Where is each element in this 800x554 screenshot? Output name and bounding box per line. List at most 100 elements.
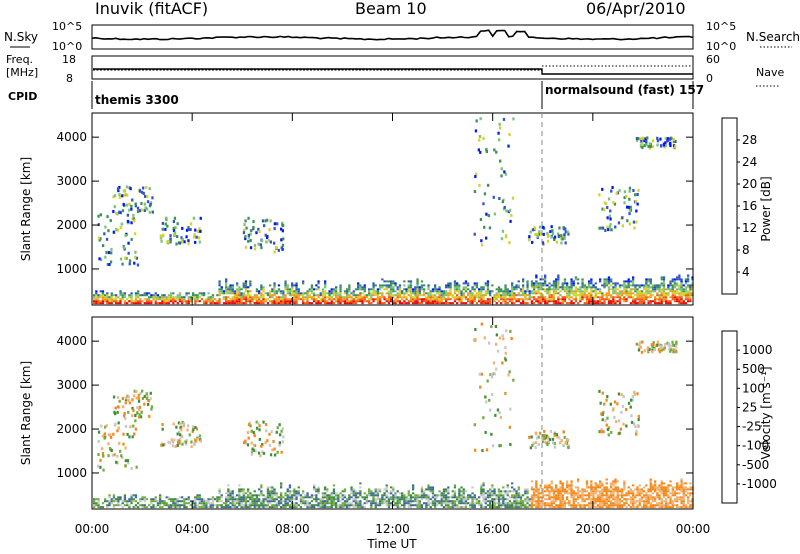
echo-cell — [118, 193, 121, 197]
range-cell — [227, 286, 230, 289]
range-cell — [412, 290, 415, 293]
range-cell — [456, 282, 459, 285]
range-cell — [519, 290, 523, 293]
range-cell — [231, 502, 234, 505]
range-cell — [504, 286, 507, 289]
echo-cell — [482, 416, 485, 420]
range-cell — [198, 500, 201, 503]
range-cell — [456, 504, 459, 507]
range-cell — [438, 298, 441, 301]
range-cell — [172, 292, 175, 295]
range-cell — [524, 302, 527, 305]
range-cell — [458, 286, 461, 289]
range-cell — [555, 494, 558, 497]
echo-cell — [485, 400, 488, 404]
range-cell — [108, 298, 111, 301]
range-cell — [522, 504, 525, 507]
range-cell — [176, 294, 179, 297]
range-cell — [563, 300, 567, 303]
range-cell — [636, 294, 639, 297]
range-cell — [361, 504, 364, 507]
echo-cell — [124, 417, 127, 420]
range-cell — [676, 500, 679, 503]
colorbar-tick-label: 20 — [742, 177, 757, 191]
range-cell — [528, 498, 531, 501]
range-cell — [471, 504, 474, 507]
echo-cell — [599, 401, 602, 405]
range-cell — [546, 494, 549, 497]
range-cell — [456, 500, 459, 503]
range-cell — [530, 494, 534, 497]
echo-cell — [498, 122, 501, 126]
range-cell — [401, 296, 404, 299]
range-cell — [394, 300, 397, 303]
range-cell — [121, 296, 124, 299]
range-cell — [535, 280, 538, 283]
range-cell — [524, 498, 527, 501]
range-cell — [585, 504, 589, 507]
range-cell — [469, 302, 472, 305]
echo-cell — [192, 428, 195, 432]
echo-cell — [651, 350, 654, 354]
range-cell — [665, 504, 668, 507]
range-cell — [185, 506, 188, 509]
range-cell — [280, 496, 283, 499]
range-cell — [407, 290, 410, 293]
echo-cell — [535, 436, 539, 440]
range-cell — [317, 490, 320, 493]
range-cell — [528, 504, 531, 507]
range-cell — [330, 506, 333, 509]
range-cell — [656, 502, 659, 505]
range-cell — [504, 284, 507, 287]
range-cell — [684, 486, 688, 489]
echo-cell — [132, 394, 136, 398]
echo-cell — [150, 407, 153, 411]
range-cell — [590, 500, 593, 503]
range-cell — [242, 500, 245, 503]
range-cell — [601, 490, 604, 493]
range-cell — [458, 500, 461, 503]
range-cell — [357, 496, 360, 499]
range-cell — [634, 288, 637, 291]
range-cell — [563, 502, 567, 505]
range-cell — [427, 284, 430, 287]
echo-cell — [502, 117, 506, 121]
range-cell — [403, 506, 406, 509]
range-cell — [605, 478, 608, 481]
range-cell — [390, 504, 393, 507]
range-cell — [671, 500, 674, 503]
echo-cell — [108, 263, 111, 266]
range-cell — [376, 496, 380, 499]
echo-cell — [511, 196, 515, 200]
range-cell — [449, 290, 452, 293]
echo-cell — [257, 242, 260, 246]
range-cell — [662, 288, 666, 291]
range-cell — [583, 292, 586, 295]
range-cell — [231, 500, 234, 503]
range-cell — [535, 490, 538, 493]
range-cell — [489, 294, 492, 297]
range-cell — [229, 490, 232, 493]
range-cell — [288, 492, 292, 495]
range-cell — [665, 296, 668, 299]
range-cell — [480, 292, 483, 295]
echo-cell — [261, 219, 265, 223]
range-cell — [673, 280, 677, 283]
echo-cell — [542, 434, 546, 437]
range-cell — [581, 284, 584, 287]
range-cell — [544, 494, 547, 497]
range-cell — [238, 296, 241, 299]
range-cell — [638, 294, 641, 297]
range-cell — [537, 292, 540, 295]
range-cell — [251, 298, 254, 301]
echo-cell — [618, 431, 621, 435]
range-cell — [273, 504, 276, 507]
range-cell — [489, 488, 492, 491]
range-cell — [350, 292, 353, 295]
range-cell — [374, 488, 377, 491]
range-cell — [332, 288, 336, 291]
echo-cell — [486, 379, 489, 383]
range-cell — [150, 500, 153, 503]
range-cell — [462, 490, 465, 493]
range-cell — [662, 492, 666, 495]
